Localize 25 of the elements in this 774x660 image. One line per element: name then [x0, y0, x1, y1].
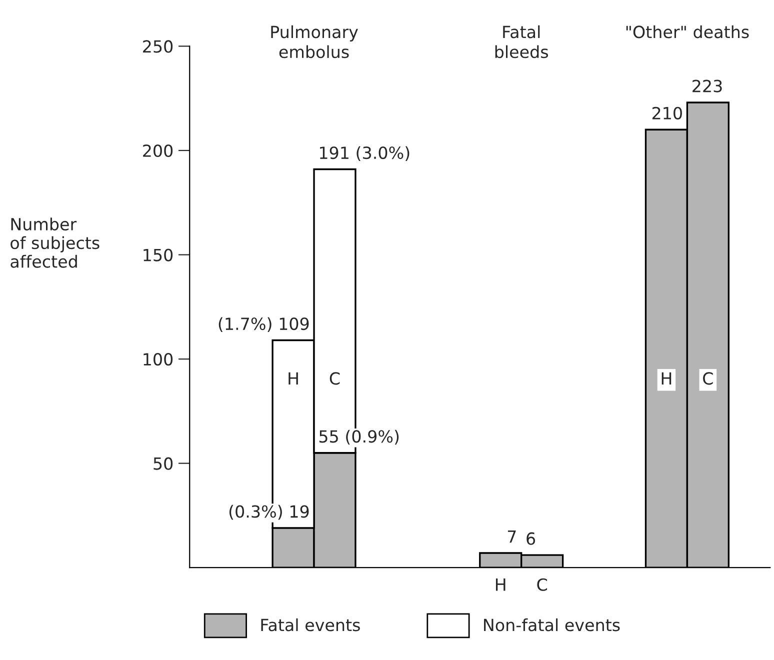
- legend-label: Non-fatal events: [484, 618, 620, 632]
- data-label: 6: [526, 532, 536, 545]
- data-label: 7: [508, 530, 516, 543]
- annotation: Pulmonary embolus: [271, 25, 358, 58]
- x-tick-label: H: [288, 372, 298, 384]
- data-label: 223: [692, 80, 722, 92]
- y-tick-label: 100: [144, 353, 173, 366]
- legend-label: Fatal events: [261, 618, 360, 632]
- y-tick-label: 250: [143, 40, 173, 53]
- x-tick-label: H: [496, 578, 506, 591]
- data-label: 210: [652, 106, 682, 120]
- y-tick-label: 150: [144, 248, 173, 262]
- annotation: Fatal bleeds: [495, 25, 548, 58]
- data-label: 55 (0.9%): [319, 430, 399, 445]
- text: "Other" deaths: [626, 25, 749, 38]
- x-tick-label: C: [537, 578, 547, 591]
- total-label: 191 (3.0%): [320, 146, 410, 162]
- data-label: (0.3%) 19: [229, 504, 309, 520]
- y-tick-label: 200: [143, 144, 173, 158]
- x-tick-label: C: [330, 372, 340, 385]
- y-axis-title: Number of subjects affected: [10, 218, 100, 268]
- x-tick-label: H: [662, 372, 672, 384]
- x-tick-label: C: [703, 372, 713, 385]
- total-label: (1.7%) 109: [218, 317, 309, 332]
- y-tick-label: 50: [154, 457, 173, 470]
